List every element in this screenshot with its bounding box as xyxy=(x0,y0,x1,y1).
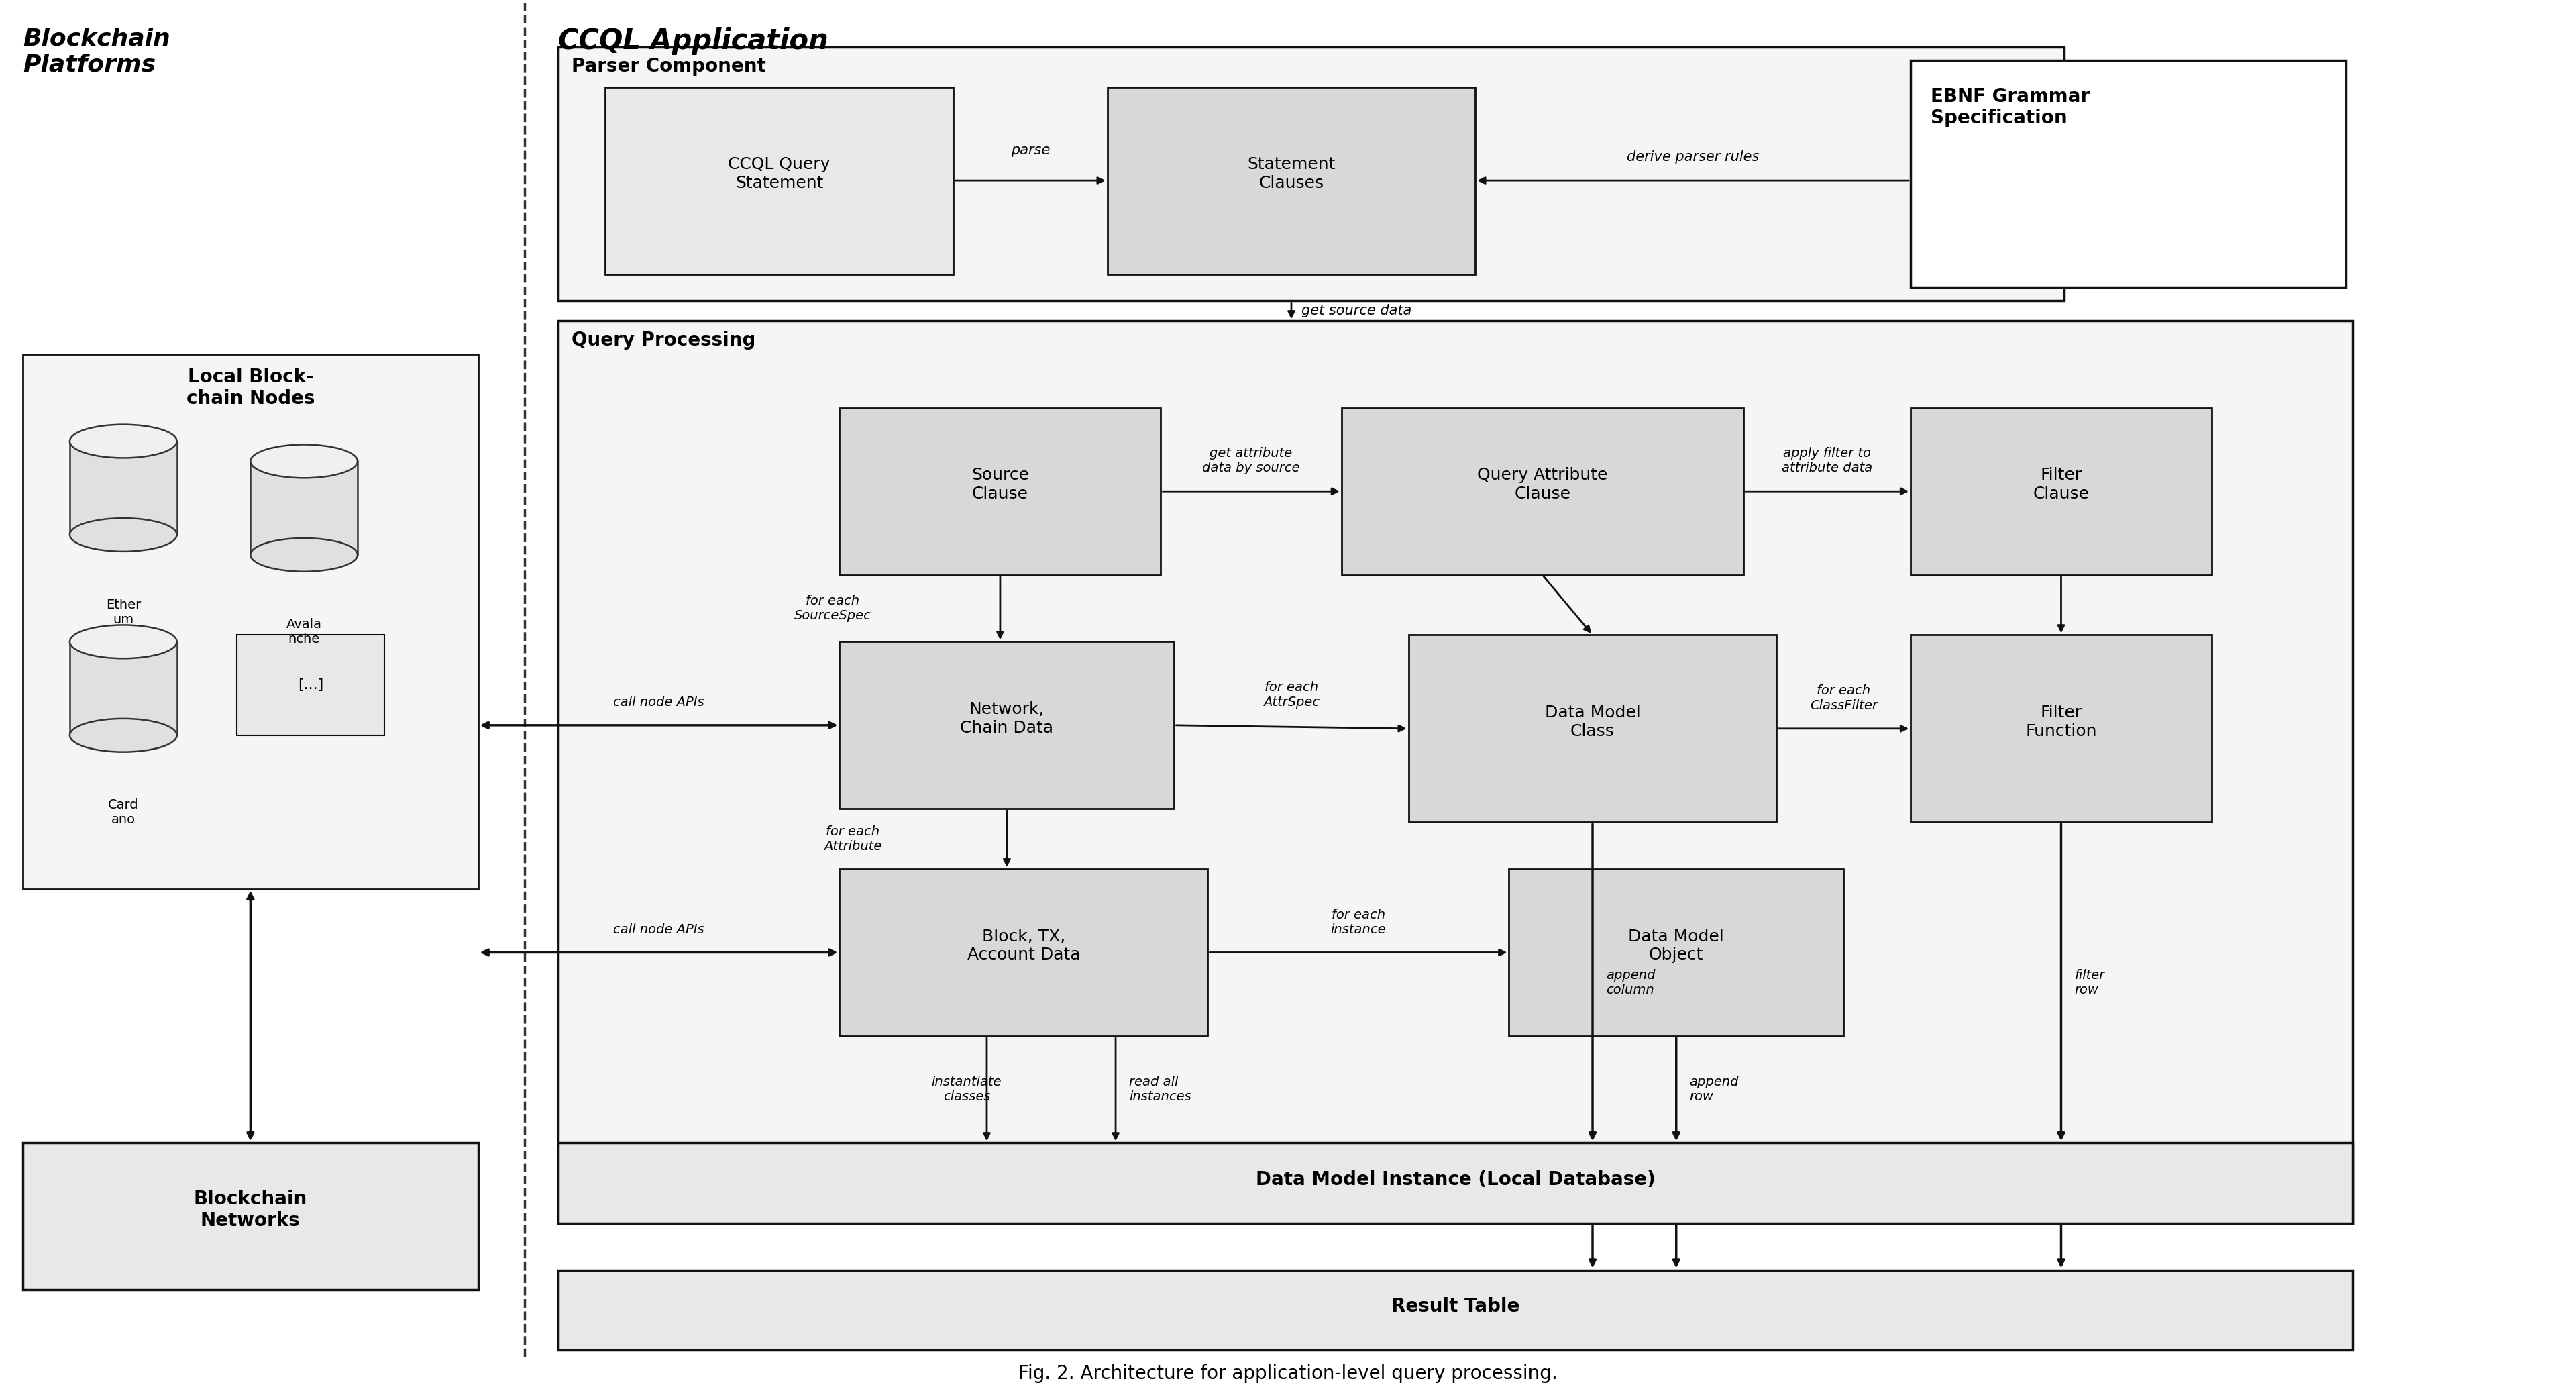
Bar xyxy=(840,408,1162,575)
Text: append
row: append row xyxy=(1690,1075,1739,1103)
Text: for each
ClassFilter: for each ClassFilter xyxy=(1811,684,1878,712)
Bar xyxy=(840,869,1208,1036)
Bar xyxy=(23,1142,479,1290)
Bar xyxy=(1911,60,2347,287)
Text: apply filter to
attribute data: apply filter to attribute data xyxy=(1783,447,1873,475)
Text: Avala
nche: Avala nche xyxy=(286,618,322,646)
Bar xyxy=(1342,408,1744,575)
Bar xyxy=(1108,86,1476,274)
Ellipse shape xyxy=(70,719,178,752)
Text: read all
instances: read all instances xyxy=(1128,1075,1190,1103)
Text: call node APIs: call node APIs xyxy=(613,924,703,936)
Text: EBNF Grammar
Specification: EBNF Grammar Specification xyxy=(1929,86,2089,128)
Text: Source
Clause: Source Clause xyxy=(971,467,1028,501)
Bar xyxy=(605,86,953,274)
Bar xyxy=(23,354,479,889)
Bar xyxy=(1510,869,1844,1036)
Bar xyxy=(840,642,1175,809)
Bar xyxy=(70,442,178,535)
Text: Blockchain
Networks: Blockchain Networks xyxy=(193,1190,307,1230)
Text: Filter
Clause: Filter Clause xyxy=(2032,467,2089,501)
Bar xyxy=(237,635,384,736)
Text: Statement
Clauses: Statement Clauses xyxy=(1247,156,1334,191)
Ellipse shape xyxy=(70,425,178,458)
Bar xyxy=(559,1270,2352,1350)
Text: parse: parse xyxy=(1010,143,1051,157)
Bar xyxy=(1911,408,2213,575)
Text: Parser Component: Parser Component xyxy=(572,57,765,75)
Bar xyxy=(1911,635,2213,822)
Text: derive parser rules: derive parser rules xyxy=(1628,150,1759,164)
Bar xyxy=(70,642,178,736)
Text: CCQL Application: CCQL Application xyxy=(559,26,829,56)
Text: Ether
um: Ether um xyxy=(106,598,142,625)
Text: Local Block-
chain Nodes: Local Block- chain Nodes xyxy=(185,368,314,408)
Text: Block, TX,
Account Data: Block, TX, Account Data xyxy=(966,928,1079,963)
Text: for each
AttrSpec: for each AttrSpec xyxy=(1262,681,1319,709)
Ellipse shape xyxy=(70,625,178,659)
Bar xyxy=(559,320,2352,1223)
Text: Filter
Function: Filter Function xyxy=(2025,705,2097,740)
Text: append
column: append column xyxy=(1605,968,1656,996)
Text: Fig. 2. Architecture for application-level query processing.: Fig. 2. Architecture for application-lev… xyxy=(1018,1364,1558,1383)
Text: Result Table: Result Table xyxy=(1391,1297,1520,1316)
Bar xyxy=(250,461,358,554)
Text: filter
row: filter row xyxy=(2074,968,2105,996)
Text: for each
instance: for each instance xyxy=(1332,908,1386,936)
Text: Blockchain
Platforms: Blockchain Platforms xyxy=(23,26,170,77)
Text: Data Model Instance (Local Database): Data Model Instance (Local Database) xyxy=(1255,1170,1656,1190)
Text: for each
Attribute: for each Attribute xyxy=(824,825,881,853)
Text: Data Model
Object: Data Model Object xyxy=(1628,928,1723,963)
Text: [...]: [...] xyxy=(299,678,325,692)
Bar xyxy=(1409,635,1777,822)
Text: CCQL Query
Statement: CCQL Query Statement xyxy=(729,156,829,191)
Ellipse shape xyxy=(250,538,358,571)
Ellipse shape xyxy=(70,518,178,552)
Text: get source data: get source data xyxy=(1301,304,1412,318)
Text: Network,
Chain Data: Network, Chain Data xyxy=(961,701,1054,736)
Text: for each
SourceSpec: for each SourceSpec xyxy=(793,595,871,623)
Text: get attribute
data by source: get attribute data by source xyxy=(1203,447,1301,475)
Text: Card
ano: Card ano xyxy=(108,798,139,826)
Text: Query Processing: Query Processing xyxy=(572,332,755,350)
Text: Query Attribute
Clause: Query Attribute Clause xyxy=(1476,467,1607,501)
Bar xyxy=(559,47,2063,301)
Bar xyxy=(559,1142,2352,1223)
Text: instantiate
classes: instantiate classes xyxy=(933,1075,1002,1103)
Text: Data Model
Class: Data Model Class xyxy=(1546,705,1641,740)
Text: call node APIs: call node APIs xyxy=(613,695,703,709)
Ellipse shape xyxy=(250,444,358,478)
